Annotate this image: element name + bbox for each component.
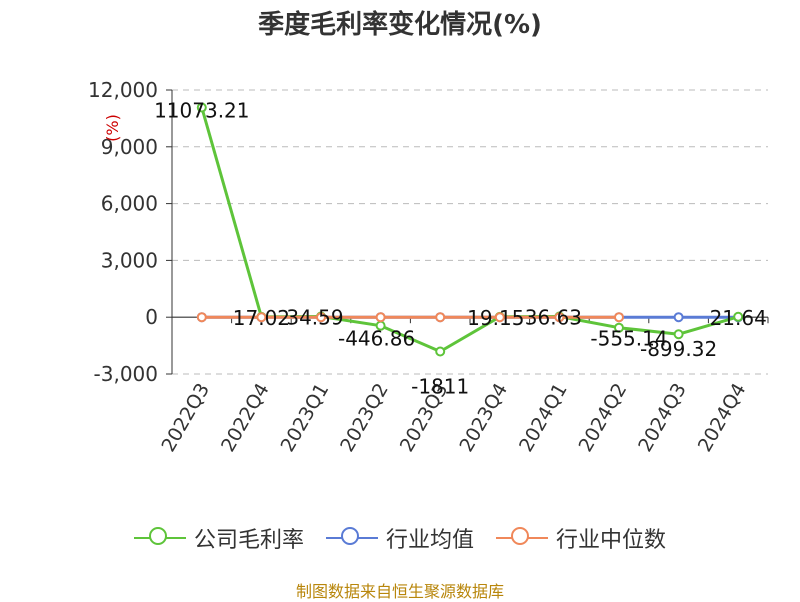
y-tick-label: 9,000 [101, 135, 158, 159]
series-layer [196, 102, 744, 357]
data-label: -446.86 [338, 327, 415, 351]
data-point [673, 329, 684, 340]
legend-item[interactable]: 行业均值 [325, 522, 474, 554]
data-label: -899.32 [640, 337, 717, 361]
chart-plot-area: -3,000 0 3,000 6,000 9,000 12,000 2022Q3 2022Q4… [88, 78, 769, 456]
y-tick-label: 12,000 [88, 78, 158, 102]
legend-item[interactable]: 行业中位数 [496, 522, 666, 554]
y-tick-label: 6,000 [101, 192, 158, 216]
x-tick-label: 2024Q3 [634, 380, 691, 456]
y-tick-label: 0 [145, 305, 158, 329]
data-label: -555.14 [590, 327, 667, 351]
data-label: 11073.21 [154, 99, 249, 123]
data-label: 21.64 [710, 306, 767, 330]
data-point [673, 312, 684, 323]
y-tick-label: -3,000 [94, 362, 158, 386]
y-tick-label: 3,000 [101, 248, 158, 272]
data-point [196, 312, 207, 323]
data-label: 34.59 [286, 306, 343, 330]
data-point [554, 312, 565, 323]
data-point [733, 311, 744, 322]
y-axis-unit-label: (%) [103, 114, 122, 142]
legend-label: 行业中位数 [556, 528, 667, 553]
legend-item[interactable]: 公司毛利率 [133, 522, 304, 554]
x-tick-label: 2024Q1 [515, 380, 572, 456]
data-label: 17.02 [233, 306, 290, 330]
legend-marker-icon [325, 526, 378, 550]
chart-legend: 公司毛利率 行业均值 行业中位数 [0, 520, 800, 556]
chart-title: 季度毛利率变化情况(%) [258, 10, 542, 40]
data-point [435, 346, 446, 357]
x-tick-label: 2022Q4 [217, 380, 274, 456]
grid-layer [172, 89, 768, 375]
data-point [196, 102, 207, 113]
data-label: 36.63 [525, 306, 582, 330]
data-point [316, 312, 326, 323]
axis-layer: -3,000 0 3,000 6,000 9,000 12,000 2022Q3 2022Q4… [88, 78, 769, 456]
data-point [435, 312, 446, 323]
data-label: -1811 [411, 374, 469, 398]
legend-label: 行业均值 [385, 528, 474, 553]
data-point [494, 312, 505, 323]
legend-marker-icon [496, 526, 548, 550]
x-tick-label: 2024Q2 [575, 380, 632, 456]
data-label: 19.15 [467, 306, 524, 330]
x-tick-label: 2023Q2 [336, 380, 393, 456]
legend-label: 公司毛利率 [193, 528, 304, 553]
data-point [614, 322, 624, 333]
data-point [256, 312, 267, 323]
x-tick-label: 2022Q3 [157, 380, 214, 456]
data-point [614, 312, 624, 323]
legend-marker-icon [133, 526, 186, 550]
x-tick-label: 2023Q1 [277, 380, 334, 456]
x-tick-label: 2024Q4 [694, 380, 751, 456]
data-point [375, 312, 386, 323]
data-source-note: 制图数据来自恒生聚源数据库 [295, 582, 504, 601]
